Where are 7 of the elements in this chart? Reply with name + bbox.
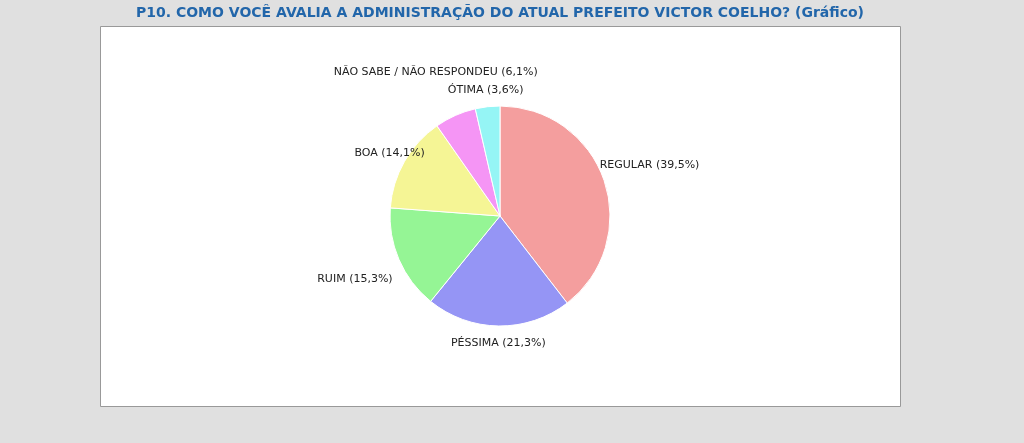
slice-label: PÉSSIMA (21,3%): [450, 335, 546, 349]
slice-label: BOA (14,1%): [354, 146, 425, 160]
slice-label: ÓTIMA (3,6%): [447, 82, 524, 96]
slice-label: NÃO SABE / NÃO RESPONDEU (6,1%): [333, 64, 538, 78]
slice-label: RUIM (15,3%): [317, 271, 393, 285]
slice-label: REGULAR (39,5%): [599, 158, 700, 172]
chart-title: P10. COMO VOCÊ AVALIA A ADMINISTRAÇÃO DO ATUAL PREFEITO VICTOR COELHO? (Gráfico): [136, 4, 864, 20]
